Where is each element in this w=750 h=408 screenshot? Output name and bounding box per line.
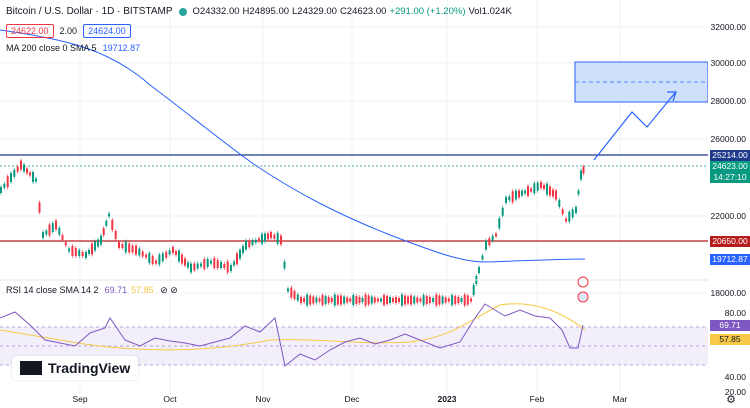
price-chart[interactable] [0,0,708,394]
ohlc-values: O24332.00 H24895.00 L24329.00 C24623.00 +291… [192,6,512,17]
quote-row: 24622.00 2.00 24624.00 [6,24,131,38]
time-axis[interactable]: Sep Oct Nov Dec 2023 Feb Mar [72,394,628,404]
spread: 2.00 [59,26,78,36]
support-tag: 20650.00 [710,236,750,247]
candles [0,158,585,308]
chart-header: Bitcoin / U.S. Dollar · 1D · BITSTAMP O2… [6,6,515,17]
rsi-line [0,303,584,367]
rsi-sma-tag: 57.85 [710,334,750,345]
rsi-sma-line [0,303,586,351]
price-axis[interactable]: 32000.00 30000.00 28000.00 26000.00 2200… [708,0,750,397]
gear-icon[interactable]: ⚙ [726,394,736,406]
lightning-icon [577,276,589,288]
rsi-legend[interactable]: RSI 14 close SMA 14 2 69.71 57.85 ⊘ ⊘ [6,285,178,295]
resistance-tag: 25214.00 [710,150,750,161]
buy-price[interactable]: 24624.00 [83,24,131,38]
eye-off-icon-2[interactable]: ⊘ [170,285,178,295]
rsi-tag: 69.71 [710,320,750,331]
flag-icon [577,291,589,303]
projection-arrow [593,92,676,161]
countdown-tag: 14:27:10 [710,172,750,183]
market-open-icon [178,7,187,16]
last-price-tag: 24623.00 [710,161,750,172]
symbol-title[interactable]: Bitcoin / U.S. Dollar · 1D · BITSTAMP [6,6,173,17]
sell-price[interactable]: 24622.00 [6,24,54,38]
ma-legend[interactable]: MA 200 close 0 SMA 5 19712.87 [6,43,141,53]
ma-tag: 19712.87 [710,254,750,265]
ma200-line [0,29,586,263]
tradingview-icon [20,361,42,375]
tradingview-logo[interactable]: TradingView [12,356,139,380]
eye-off-icon[interactable]: ⊘ [160,285,168,295]
